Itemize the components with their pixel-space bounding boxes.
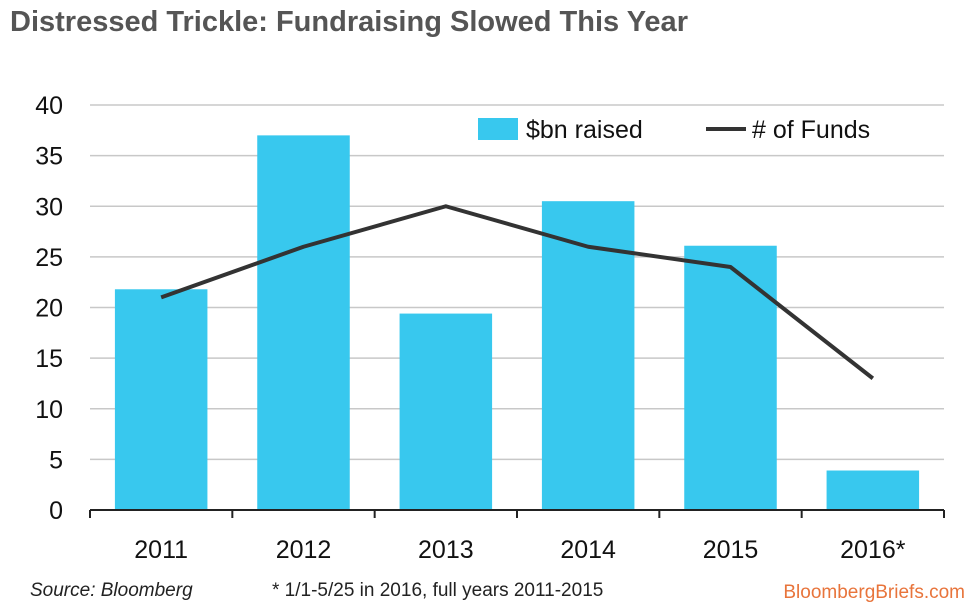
brand-logo: BloombergBriefs.com <box>783 582 965 603</box>
x-tick-label: 2011 <box>134 536 188 564</box>
chart-title: Distressed Trickle: Fundraising Slowed T… <box>10 6 688 38</box>
chart-footer: Source: Bloomberg * 1/1-5/25 in 2016, fu… <box>0 578 979 608</box>
bar <box>399 313 493 510</box>
y-tick-label: 30 <box>35 193 63 221</box>
date-range-note: * 1/1-5/25 in 2016, full years 2011-2015 <box>272 580 604 601</box>
funds-line <box>160 204 875 380</box>
y-tick-label: 0 <box>49 497 63 525</box>
x-tick-label: 2015 <box>703 536 759 564</box>
bar <box>826 470 920 510</box>
fundraising-chart: 0 5 10 15 20 25 30 35 40 2011 2012 2013 2014 2015 2016… <box>35 92 945 564</box>
legend-label-bars: $bn raised <box>526 116 643 144</box>
y-tick-label: 15 <box>35 345 63 373</box>
x-tick-label: 2012 <box>276 536 332 564</box>
y-tick-label: 35 <box>35 143 63 171</box>
y-tick-label: 20 <box>35 295 63 323</box>
y-tick-label: 40 <box>35 92 63 120</box>
y-tick-label: 10 <box>35 396 63 424</box>
bar <box>114 289 208 510</box>
x-tick-label: 2014 <box>560 536 616 564</box>
x-tick-label: 2013 <box>418 536 474 564</box>
y-tick-label: 25 <box>35 244 63 272</box>
bar <box>684 245 777 511</box>
legend-label-line: # of Funds <box>752 116 870 144</box>
y-tick-label: 5 <box>49 446 63 474</box>
source-note: Source: Bloomberg <box>30 580 193 601</box>
x-tick-label: 2016* <box>840 536 906 564</box>
bar <box>257 135 350 510</box>
legend-swatch-bars <box>478 118 518 140</box>
